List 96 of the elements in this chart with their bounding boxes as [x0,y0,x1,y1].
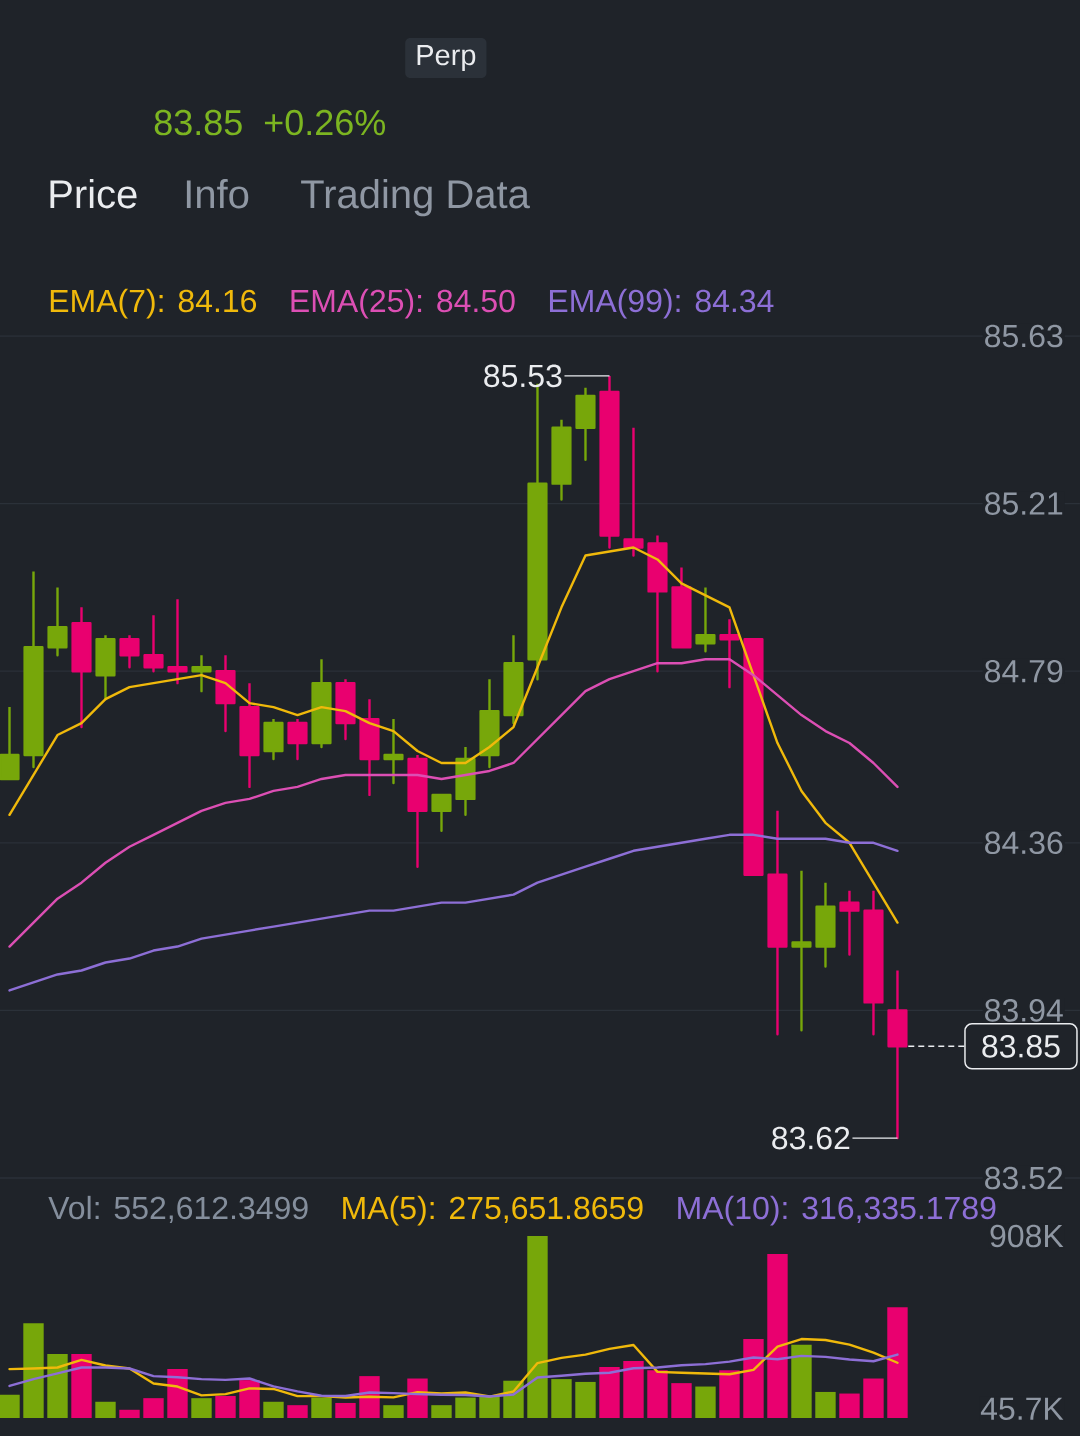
text: EMA(25): 84.50 [291,288,515,319]
bar [743,1339,764,1418]
text: Vol: 552,612.3499 [48,1195,308,1224]
candlestick [431,793,452,833]
text: EMA(99): 84.34 [549,288,774,319]
bar [431,1405,452,1418]
bar [863,1378,884,1418]
text: Info [186,179,249,209]
bar [887,1307,908,1418]
candlestick [647,534,668,673]
candlestick [887,969,908,1140]
annotation: 83.62 [772,1126,850,1150]
y-tick-label: 908K [990,1224,1064,1248]
bar [479,1395,500,1418]
candlestick [0,705,20,781]
bar [527,1236,548,1418]
bar [407,1378,428,1418]
bar [191,1398,212,1418]
candlestick [359,697,380,797]
bar [383,1405,404,1418]
bar [215,1395,236,1418]
candlestick [215,654,236,733]
bar [311,1397,332,1418]
candlestick [407,753,428,868]
y-tick-label: 85.21 [985,492,1063,515]
y-tick-label: 45.7K [980,1397,1064,1420]
bar [263,1401,284,1418]
bar [623,1361,644,1418]
candlestick [767,809,788,1036]
bar [815,1391,836,1418]
bar [455,1397,476,1418]
bar [335,1402,356,1418]
text: Trading Data [301,179,530,217]
bar [695,1386,716,1418]
candlestick [551,418,572,501]
candlestick [791,869,812,1032]
candlestick [119,634,140,669]
candlestick [863,889,884,1036]
line-series [8,1337,899,1399]
bar [647,1370,668,1418]
bar [839,1393,860,1418]
bar [71,1354,92,1418]
candlestick [743,638,764,876]
ref-line-label: 83.85 [982,1034,1060,1058]
bar [719,1370,740,1418]
bar [767,1254,788,1418]
text: MA(10): 316,335.1789 [678,1195,996,1226]
text: Perp [417,45,476,72]
candlestick [503,634,524,725]
bar [0,1394,20,1418]
candlestick [311,658,332,749]
candlestick [815,881,836,968]
annotation: 85.53 [484,364,562,388]
candlestick [335,677,356,741]
candlestick [575,386,596,461]
candlestick [695,586,716,653]
bar [287,1405,308,1418]
bar [143,1398,164,1418]
bar [239,1380,260,1418]
y-tick-label: 84.79 [985,659,1063,683]
text: +0.26% [264,109,386,136]
text: MA(5): 275,651.8659 [343,1195,643,1226]
y-tick-label: 83.94 [985,999,1063,1022]
bar [791,1344,812,1418]
candlestick [143,614,164,673]
candlestick [263,717,284,761]
candlestick [47,586,68,657]
candlestick [671,566,692,649]
bar [167,1369,188,1418]
candlestick [383,717,404,785]
bar [23,1323,44,1418]
candlestick [95,634,116,701]
bar [95,1401,116,1418]
y-tick-label: 85.63 [985,324,1063,348]
bar [671,1383,692,1418]
candlestick [599,374,620,549]
candlestick [839,889,860,956]
candlestick [479,677,500,769]
candlestick [71,606,92,729]
y-tick-label: 84.36 [985,831,1063,855]
bar [575,1381,596,1418]
candlestick [719,618,740,689]
line-series [8,1353,899,1398]
y-tick-label: 83.52 [985,1166,1063,1190]
candlestick [167,598,188,685]
bar [119,1409,140,1418]
bar [551,1379,572,1418]
bar [599,1366,620,1418]
candlestick [287,717,308,761]
text: Price [50,179,137,209]
candlestick [239,681,260,789]
candlestick [23,570,44,769]
text: EMA(7): 84.16 [50,288,257,319]
candlestick [191,654,212,693]
text: 83.85 [154,109,242,136]
bar [47,1354,68,1418]
